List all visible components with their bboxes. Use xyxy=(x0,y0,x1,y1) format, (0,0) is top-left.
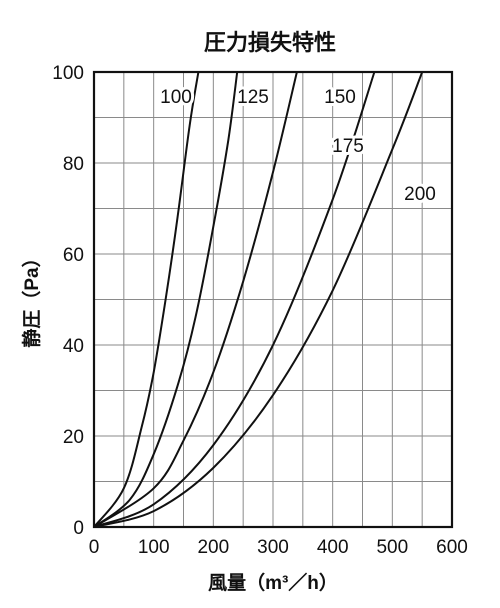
series-line-100 xyxy=(93,71,200,528)
y-axis-label: 静圧（Pa） xyxy=(20,248,43,347)
grid xyxy=(94,72,452,527)
series-label-125: 125 xyxy=(237,87,269,108)
plot-frame xyxy=(92,70,454,529)
series-line-125 xyxy=(93,71,239,528)
chart-title: 圧力損失特性 xyxy=(204,30,336,55)
series-curves xyxy=(93,71,424,528)
tick-labels: 0 100 200 300 400 500 600 0 20 40 60 80 100 xyxy=(52,63,468,558)
y-tick-label: 40 xyxy=(63,336,84,357)
series-label-200: 200 xyxy=(404,184,436,205)
series-label-halo: 175 xyxy=(332,136,364,157)
y-tick-label: 60 xyxy=(63,245,84,266)
y-tick-label: 100 xyxy=(52,63,84,84)
series-label-175: 175 xyxy=(332,136,364,157)
series-line-200 xyxy=(93,71,424,528)
x-axis-label: 風量（m³／h） xyxy=(208,571,338,594)
series-label-halo: 200 xyxy=(404,184,436,205)
series-label-halo: 100 xyxy=(160,87,192,108)
series-line-150 xyxy=(93,71,298,528)
series-line-175 xyxy=(93,71,376,528)
x-tick-label: 500 xyxy=(376,537,408,558)
series-label-halo: 125 xyxy=(237,87,269,108)
series-label-halo: 150 xyxy=(324,87,356,108)
y-tick-label: 80 xyxy=(63,154,84,175)
y-tick-label: 20 xyxy=(63,427,84,448)
x-tick-label: 100 xyxy=(138,537,170,558)
x-tick-label: 400 xyxy=(317,537,349,558)
x-tick-label: 600 xyxy=(436,537,468,558)
y-tick-label: 0 xyxy=(73,518,84,539)
x-tick-label: 0 xyxy=(89,537,100,558)
series-label-150: 150 xyxy=(324,87,356,108)
series-label-100: 100 xyxy=(160,87,192,108)
x-tick-label: 200 xyxy=(197,537,229,558)
x-tick-label: 300 xyxy=(257,537,289,558)
